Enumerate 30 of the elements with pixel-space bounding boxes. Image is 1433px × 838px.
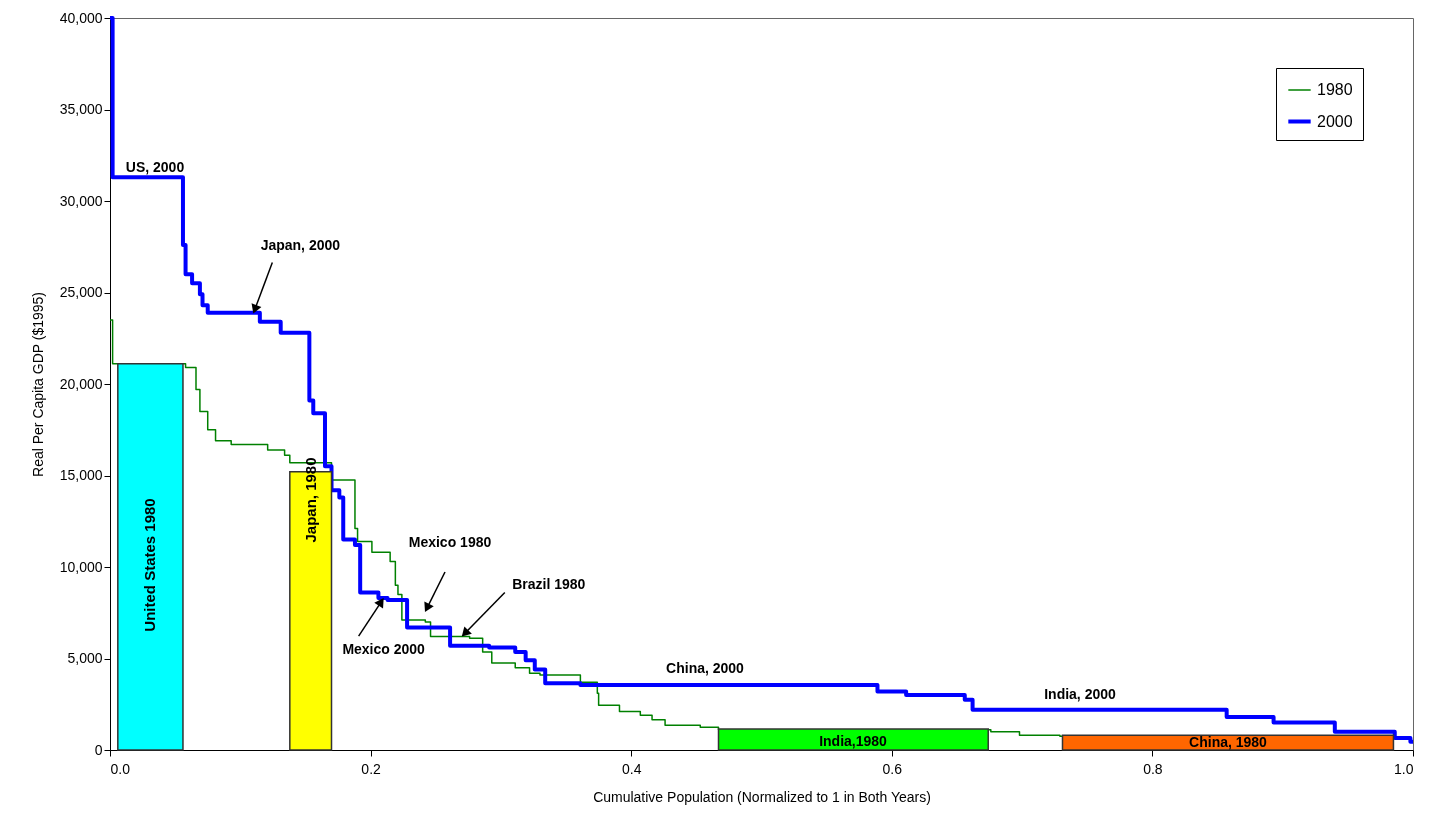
x-tick-label: 0.6 xyxy=(882,760,903,777)
y-tick-label: 35,000 xyxy=(59,101,103,117)
annotation: India,1980 xyxy=(819,733,888,749)
y-tick-label: 15,000 xyxy=(59,467,103,483)
y-axis-title: Real Per Capita GDP ($1995) xyxy=(29,292,46,477)
y-tick-label: 30,000 xyxy=(59,192,103,209)
x-tick-label: 0.2 xyxy=(361,760,382,777)
annotation: Mexico 2000 xyxy=(342,641,426,658)
annotation: United States 1980 xyxy=(141,498,158,632)
annotation: US, 2000 xyxy=(125,159,185,175)
annotation: India, 2000 xyxy=(1044,686,1117,702)
x-tick-label: 0.0 xyxy=(110,760,131,777)
x-tick-label: 0.4 xyxy=(621,760,642,777)
y-tick-label: 40,000 xyxy=(59,9,103,26)
legend-label: 2000 xyxy=(1317,112,1353,130)
x-tick-label: 0.8 xyxy=(1143,760,1163,777)
annotation: China, 1980 xyxy=(1189,734,1268,750)
legend-label: 1980 xyxy=(1317,81,1353,98)
annotation: Japan, 2000 xyxy=(260,236,341,253)
annotation: Brazil 1980 xyxy=(512,575,586,592)
annotation: China, 2000 xyxy=(666,660,745,676)
y-tick-label: 0 xyxy=(94,741,103,758)
y-tick-label: 10,000 xyxy=(59,558,103,575)
y-tick-label: 25,000 xyxy=(59,284,103,300)
y-tick-label: 20,000 xyxy=(59,375,103,392)
annotation: Japan, 1980 xyxy=(302,457,319,543)
annotation: Mexico 1980 xyxy=(408,534,492,550)
y-tick-label: 5,000 xyxy=(67,650,103,666)
x-tick-label: 1.0 xyxy=(1394,760,1414,777)
x-axis-title: Cumulative Population (Normalized to 1 in Both Years) xyxy=(593,788,931,805)
